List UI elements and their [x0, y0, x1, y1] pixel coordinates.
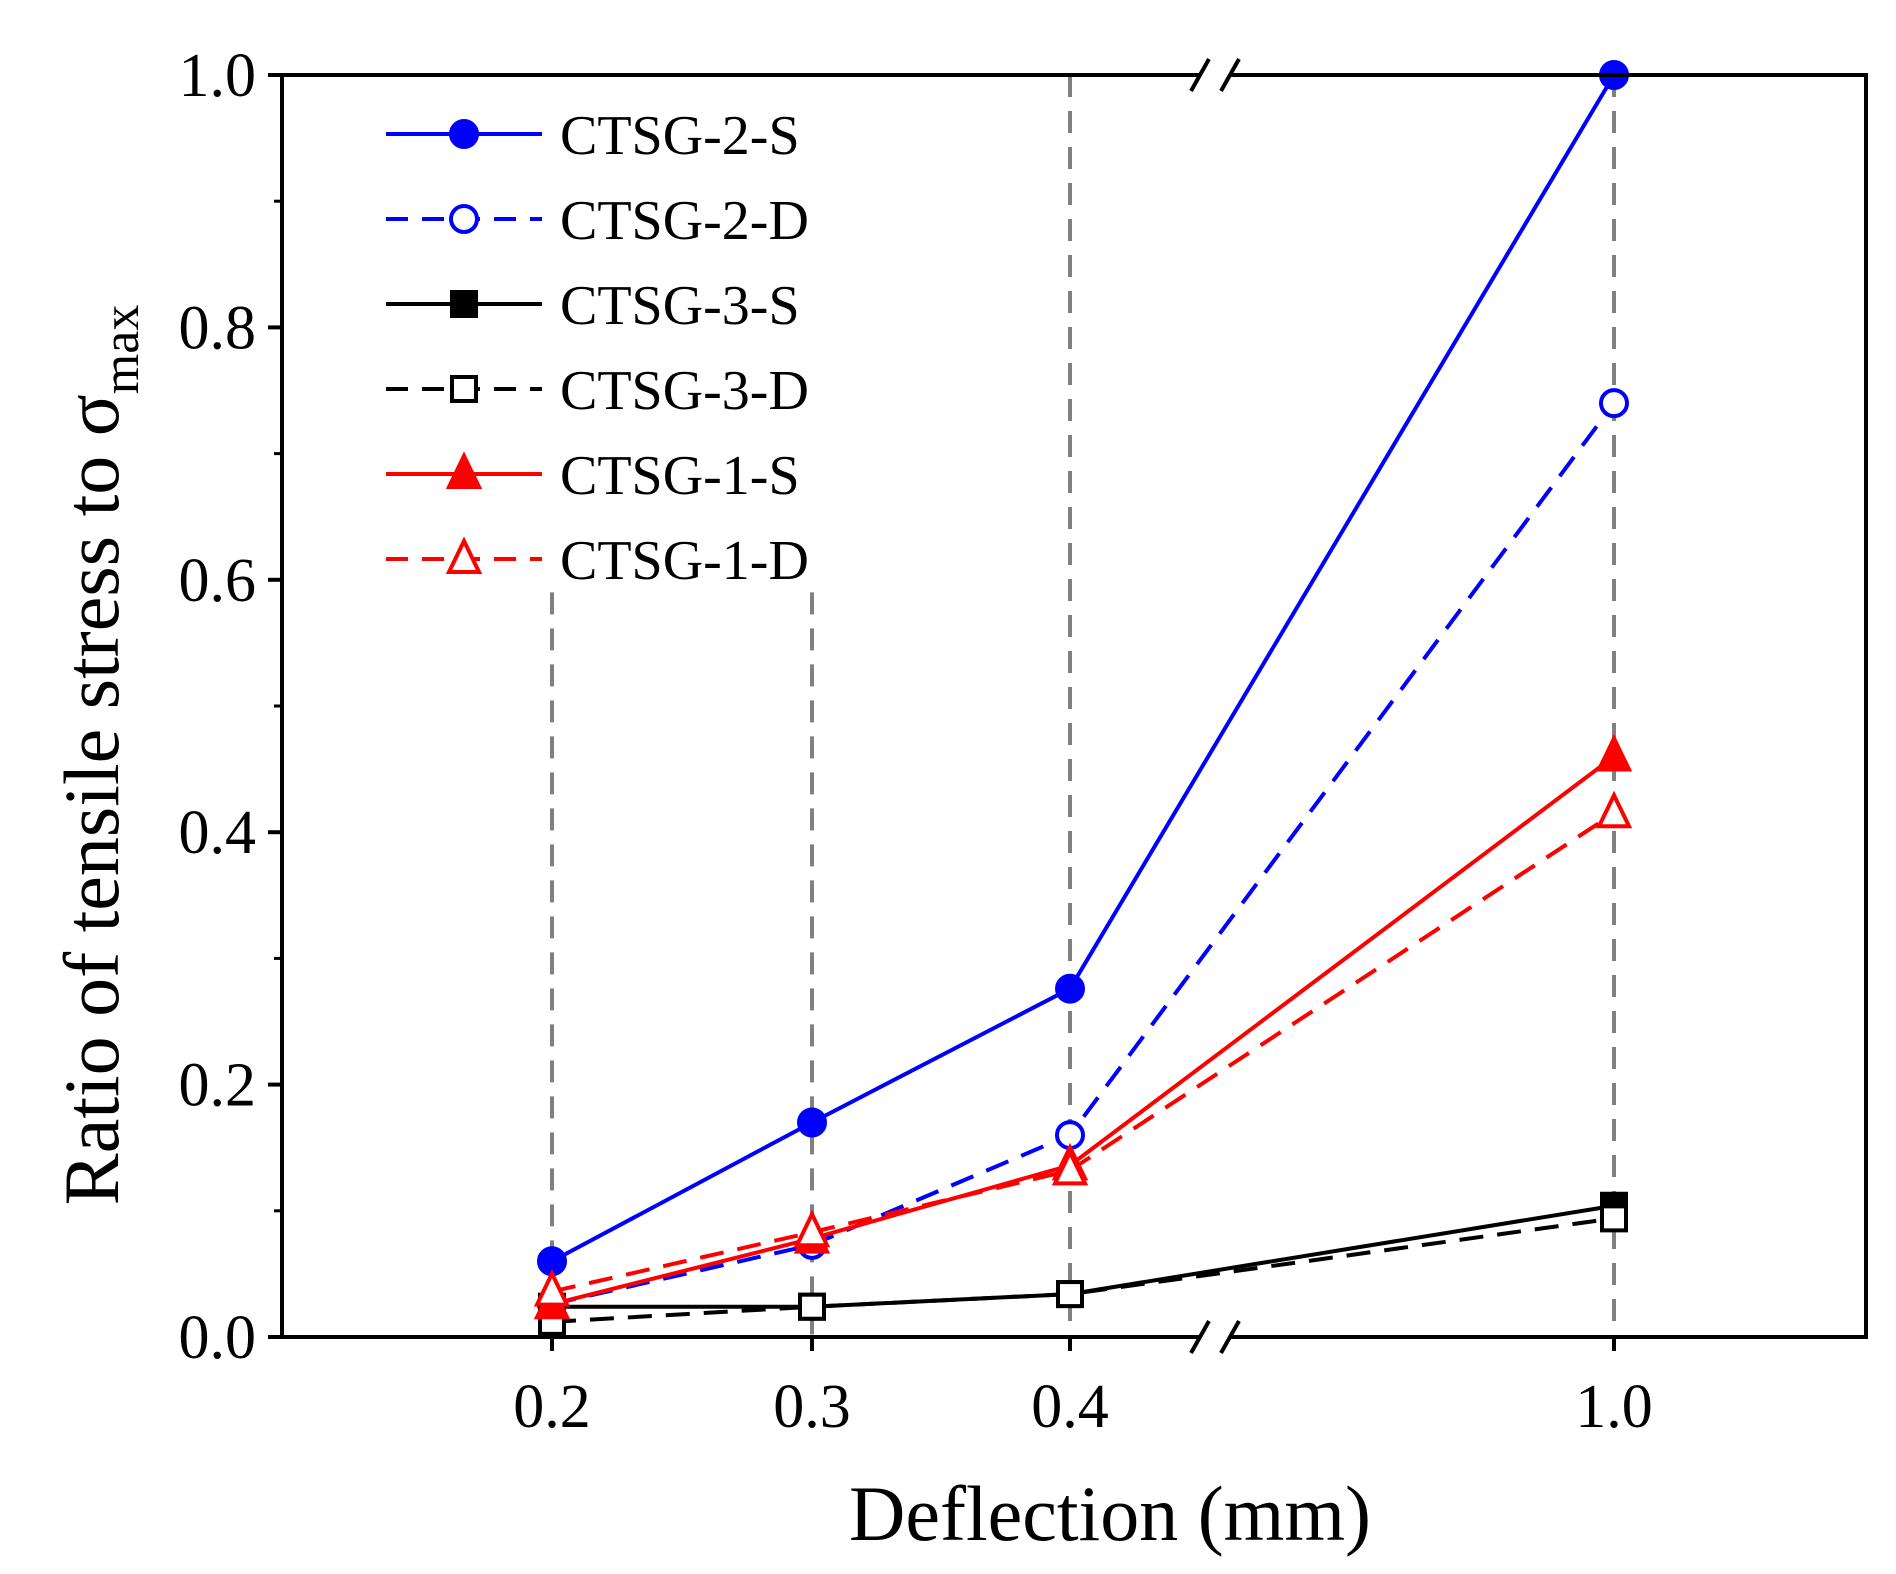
- y-tick-label-0.8: 0.8: [179, 294, 257, 362]
- legend-marker-CTSG-2-S: [449, 119, 479, 149]
- data-point-CTSG-2-D-1.0: [1599, 388, 1629, 419]
- legend-item-CTSG-2-S: CTSG-2-S: [386, 105, 800, 167]
- axis-break-slash-bottom-2: [1219, 1320, 1241, 1354]
- y-axis: 0.0 0.2 0.4 0.6 0.8 1.0: [179, 42, 282, 1372]
- legend-item-CTSG-1-S: CTSG-1-S: [386, 445, 800, 507]
- legend-marker-CTSG-3-S: [450, 290, 478, 318]
- axis-break-slash-top-1: [1189, 58, 1211, 92]
- series-line-CTSG-2-D: [551, 401, 1616, 1307]
- y-axis-title: Ratio of tensile stress to σmax: [48, 305, 150, 1206]
- legend-label-CTSG-2-D: CTSG-2-D: [560, 190, 809, 252]
- series-line-CTSG-1-D: [551, 811, 1616, 1294]
- axis-break-slash-bottom-1: [1189, 1320, 1211, 1354]
- y-tick-label-0.6: 0.6: [179, 547, 257, 615]
- y-tick-label-0.4: 0.4: [179, 799, 257, 867]
- data-point-CTSG-1-D-0.2: [533, 1268, 571, 1307]
- legend-label-CTSG-3-S: CTSG-3-S: [560, 275, 800, 337]
- legend-item-CTSG-3-D: CTSG-3-D: [386, 360, 809, 422]
- y-axis-title-subscript: max: [93, 305, 150, 395]
- x-tick-label-0.2: 0.2: [513, 1373, 591, 1441]
- data-point-CTSG-1-D-0.3: [793, 1209, 831, 1248]
- legend-marker-CTSG-1-D: [445, 536, 483, 574]
- data-point-CTSG-1-D-1.0: [1595, 790, 1633, 829]
- x-tick-label-1.0: 1.0: [1575, 1373, 1653, 1441]
- y-tick-label-1.0: 1.0: [179, 42, 257, 110]
- axis-break-slash-top-2: [1219, 58, 1241, 92]
- y-tick-label-0.2: 0.2: [179, 1052, 257, 1120]
- legend-marker-CTSG-2-D: [449, 204, 479, 234]
- legend-item-CTSG-1-D: CTSG-1-D: [386, 530, 809, 592]
- legend-marker-CTSG-1-S: [445, 451, 483, 489]
- series-lines: [551, 73, 1616, 1324]
- y-axis-title-main: Ratio of tensile stress to σ: [48, 394, 135, 1205]
- x-axis-title: Deflection (mm): [849, 1470, 1371, 1557]
- data-point-CTSG-3-D-0.4: [1056, 1280, 1084, 1309]
- legend-label-CTSG-1-D: CTSG-1-D: [560, 530, 809, 592]
- series-line-CTSG-2-S: [551, 73, 1616, 1264]
- x-axis: 0.2 0.3 0.4 1.0: [513, 1337, 1653, 1441]
- data-point-CTSG-2-S-0.4: [1055, 973, 1085, 1004]
- data-point-CTSG-1-S-1.0: [1595, 733, 1633, 772]
- data-point-CTSG-2-S-0.3: [797, 1107, 827, 1138]
- y-tick-label-0.0: 0.0: [179, 1304, 257, 1372]
- axis-break-marks: [1189, 58, 1241, 1354]
- x-tick-label-0.4: 0.4: [1031, 1373, 1109, 1441]
- legend-marker-CTSG-3-D: [450, 375, 478, 403]
- data-point-CTSG-1-D-0.4: [1051, 1147, 1089, 1186]
- legend-label-CTSG-3-D: CTSG-3-D: [560, 360, 809, 422]
- series-line-CTSG-3-D: [551, 1216, 1615, 1324]
- legend-label-CTSG-1-S: CTSG-1-S: [560, 445, 800, 507]
- axis-break-gap-top: [1201, 69, 1229, 81]
- x-tick-label-0.3: 0.3: [773, 1373, 851, 1441]
- axis-break-gap-bottom: [1201, 1331, 1229, 1343]
- data-point-CTSG-3-D-1.0: [1600, 1204, 1628, 1233]
- legend-item-CTSG-3-S: CTSG-3-S: [386, 275, 800, 337]
- legend-label-CTSG-2-S: CTSG-2-S: [560, 105, 800, 167]
- data-point-CTSG-3-D-0.3: [798, 1292, 826, 1321]
- legend: CTSG-2-S CTSG-2-D CTSG-3-S CTSG-3-D CTSG-1-S…: [386, 105, 809, 592]
- legend-item-CTSG-2-D: CTSG-2-D: [386, 190, 809, 252]
